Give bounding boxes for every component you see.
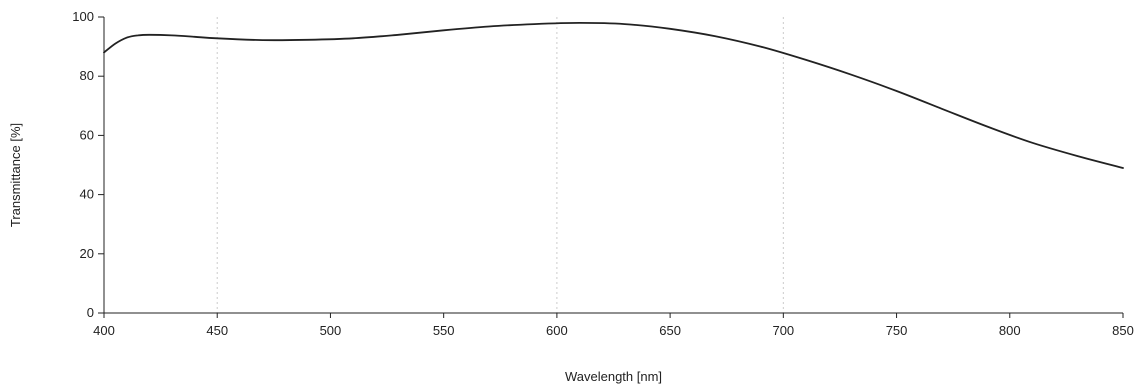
x-tick-label-0: 400 xyxy=(93,323,115,338)
y-tick-label-3: 60 xyxy=(80,127,94,142)
y-tick-label-2: 40 xyxy=(80,187,94,202)
y-tick-label-5: 100 xyxy=(72,9,94,24)
x-tick-label-4: 600 xyxy=(546,323,568,338)
y-tick-label-0: 0 xyxy=(87,305,94,320)
grid-layer xyxy=(216,17,784,313)
series-line-0 xyxy=(103,22,1124,169)
x-tick-label-8: 800 xyxy=(999,323,1021,338)
x-tick-label-1: 450 xyxy=(206,323,228,338)
y-tick-label-1: 20 xyxy=(80,246,94,261)
axis-layer xyxy=(103,17,1123,314)
ticks-layer: 400 450 500 550 600 650 700 750 800 850 0 20 40 60 80 1… xyxy=(72,9,1134,338)
y-tick-label-4: 80 xyxy=(80,68,94,83)
x-tick-label-5: 650 xyxy=(659,323,681,338)
series-layer xyxy=(103,22,1124,169)
x-axis-label: Wavelength [nm] xyxy=(565,369,662,384)
x-tick-label-6: 700 xyxy=(772,323,794,338)
x-tick-label-9: 850 xyxy=(1112,323,1134,338)
x-tick-label-3: 550 xyxy=(433,323,455,338)
x-tick-label-2: 500 xyxy=(320,323,342,338)
x-tick-label-7: 750 xyxy=(886,323,908,338)
y-axis-label: Transmittance [%] xyxy=(8,123,23,227)
